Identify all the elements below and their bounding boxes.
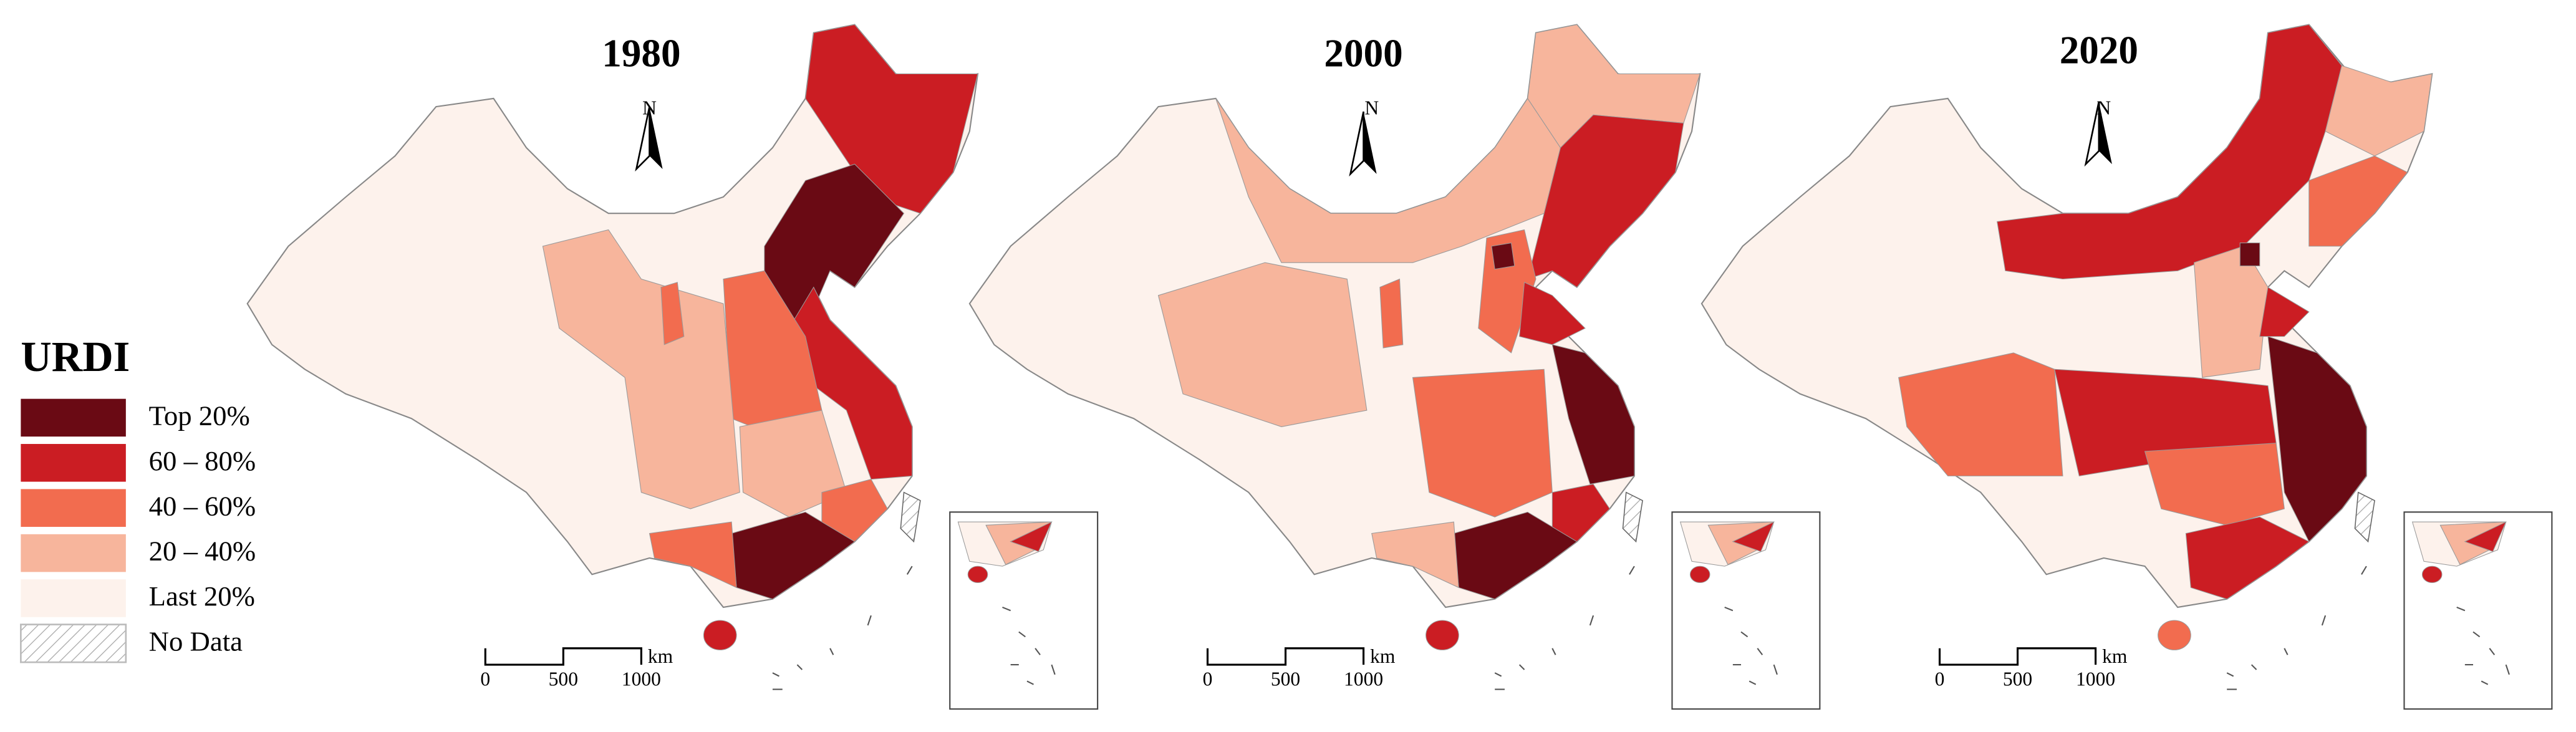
scale-bar xyxy=(484,647,642,666)
scale-bar xyxy=(1938,647,2097,666)
region xyxy=(2325,65,2433,157)
scale-tick-label: 1000 xyxy=(2076,668,2115,690)
map-2000 xyxy=(968,24,1821,710)
region xyxy=(2308,155,2408,247)
map-title: 2000 xyxy=(1324,32,1402,75)
legend-label: 20 – 40% xyxy=(149,536,256,567)
legend-swatch xyxy=(21,579,126,617)
region xyxy=(1551,344,1635,485)
region xyxy=(2239,243,2260,266)
scale-bar xyxy=(1206,647,1365,666)
region xyxy=(1412,368,1553,518)
scale-tick-label: 0 xyxy=(480,668,490,690)
region xyxy=(739,410,847,518)
legend-label: 40 – 60% xyxy=(149,490,256,521)
region xyxy=(1379,278,1404,349)
region xyxy=(660,282,685,345)
legend-swatch xyxy=(21,444,126,482)
region xyxy=(1371,521,1459,589)
north-label: N xyxy=(642,97,657,119)
legend-label: 60 – 80% xyxy=(149,445,256,476)
region xyxy=(1997,24,2343,280)
shape xyxy=(2158,620,2191,650)
scale-tick-label: 1000 xyxy=(622,668,661,690)
map-title: 1980 xyxy=(602,32,680,75)
scale-unit: km xyxy=(648,645,673,667)
region xyxy=(2185,516,2310,600)
map-1980 xyxy=(246,24,1099,710)
region xyxy=(1157,262,1368,427)
region xyxy=(1898,352,2063,476)
region xyxy=(649,521,737,589)
scale-tick-label: 0 xyxy=(1203,668,1213,690)
scale-tick-label: 500 xyxy=(1271,668,1300,690)
scale-tick-label: 500 xyxy=(549,668,578,690)
legend: URDI Top 20% 60 – 80% 40 – 60% 20 – 40% Last… xyxy=(20,333,256,663)
legend-label: No Data xyxy=(149,625,243,657)
region xyxy=(2144,443,2285,526)
north-label: N xyxy=(2096,97,2111,119)
legend-swatch xyxy=(21,489,126,527)
region xyxy=(1527,114,1684,288)
region xyxy=(2267,335,2367,542)
scale-tick-label: 500 xyxy=(2003,668,2032,690)
shape xyxy=(703,620,737,650)
scale-unit: km xyxy=(2102,645,2128,667)
north-label: N xyxy=(1364,97,1379,119)
region xyxy=(2259,286,2310,337)
legend-title: URDI xyxy=(21,333,130,380)
region xyxy=(1519,281,1586,345)
region xyxy=(1491,242,1515,270)
scale-tick-label: 0 xyxy=(1935,668,1945,690)
legend-label: Last 20% xyxy=(149,580,255,612)
legend-swatch xyxy=(20,624,127,663)
scale-unit: km xyxy=(1370,645,1396,667)
scale-tick-label: 1000 xyxy=(1344,668,1383,690)
shape xyxy=(1349,110,1377,175)
map-2020 xyxy=(1700,24,2553,710)
legend-label: Top 20% xyxy=(149,400,250,431)
legend-swatch xyxy=(21,534,126,572)
region xyxy=(542,229,740,509)
legend-swatch xyxy=(21,398,126,437)
map-title: 2020 xyxy=(2060,28,2138,72)
shape xyxy=(1425,620,1459,650)
